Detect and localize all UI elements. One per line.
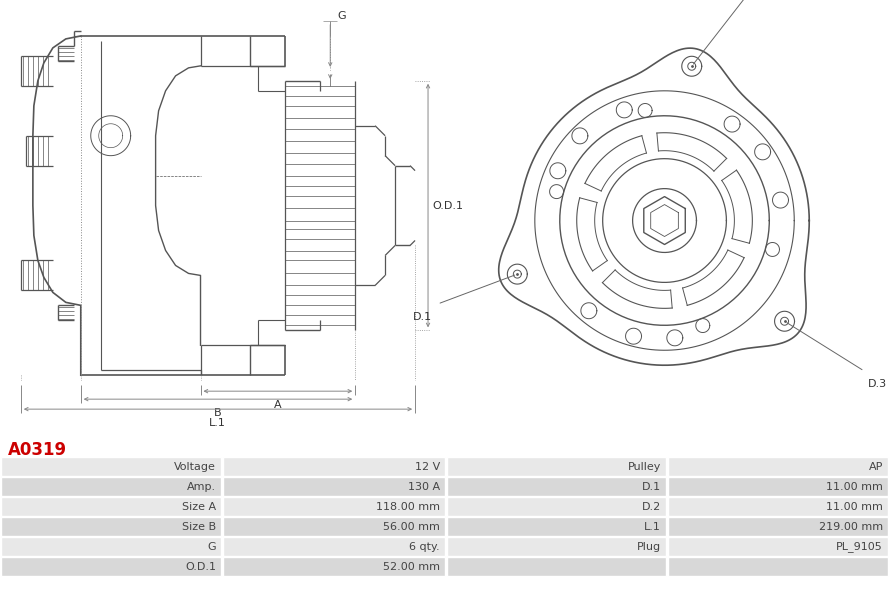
Text: 130 A: 130 A xyxy=(408,482,440,492)
FancyBboxPatch shape xyxy=(1,497,221,516)
Text: D.1: D.1 xyxy=(642,482,661,492)
Text: L.1: L.1 xyxy=(645,522,661,532)
FancyBboxPatch shape xyxy=(223,557,445,576)
FancyBboxPatch shape xyxy=(668,537,888,556)
FancyBboxPatch shape xyxy=(668,477,888,496)
Text: D.2: D.2 xyxy=(642,502,661,511)
FancyBboxPatch shape xyxy=(1,537,221,556)
Text: 118.00 mm: 118.00 mm xyxy=(376,502,440,511)
Text: 56.00 mm: 56.00 mm xyxy=(383,522,440,532)
FancyBboxPatch shape xyxy=(668,517,888,536)
FancyBboxPatch shape xyxy=(447,497,666,516)
FancyBboxPatch shape xyxy=(1,457,221,476)
Text: Size A: Size A xyxy=(182,502,216,511)
Text: O.D.1: O.D.1 xyxy=(432,201,463,210)
FancyBboxPatch shape xyxy=(447,477,666,496)
Text: 11.00 mm: 11.00 mm xyxy=(826,502,883,511)
Text: D.3: D.3 xyxy=(869,379,887,389)
FancyBboxPatch shape xyxy=(447,457,666,476)
FancyBboxPatch shape xyxy=(668,497,888,516)
Text: Amp.: Amp. xyxy=(187,482,216,492)
FancyBboxPatch shape xyxy=(447,517,666,536)
Text: 12 V: 12 V xyxy=(415,461,440,471)
Text: L.1: L.1 xyxy=(209,418,226,428)
Text: 6 qty.: 6 qty. xyxy=(409,542,440,551)
FancyBboxPatch shape xyxy=(223,497,445,516)
Text: PL_9105: PL_9105 xyxy=(837,541,883,552)
FancyBboxPatch shape xyxy=(223,477,445,496)
FancyBboxPatch shape xyxy=(1,477,221,496)
Text: O.D.1: O.D.1 xyxy=(185,561,216,572)
Text: Pulley: Pulley xyxy=(628,461,661,471)
FancyBboxPatch shape xyxy=(447,537,666,556)
Text: Size B: Size B xyxy=(182,522,216,532)
FancyBboxPatch shape xyxy=(1,517,221,536)
FancyBboxPatch shape xyxy=(223,517,445,536)
Text: Voltage: Voltage xyxy=(174,461,216,471)
Text: 219.00 mm: 219.00 mm xyxy=(819,522,883,532)
FancyBboxPatch shape xyxy=(223,537,445,556)
Text: A0319: A0319 xyxy=(8,441,68,459)
Text: Plug: Plug xyxy=(637,542,661,551)
Text: B: B xyxy=(213,408,221,418)
Text: G: G xyxy=(207,542,216,551)
FancyBboxPatch shape xyxy=(223,457,445,476)
FancyBboxPatch shape xyxy=(668,457,888,476)
FancyBboxPatch shape xyxy=(447,557,666,576)
Text: AP: AP xyxy=(869,461,883,471)
Text: 52.00 mm: 52.00 mm xyxy=(383,561,440,572)
Text: 11.00 mm: 11.00 mm xyxy=(826,482,883,492)
Text: D.1: D.1 xyxy=(412,312,432,322)
FancyBboxPatch shape xyxy=(1,557,221,576)
FancyBboxPatch shape xyxy=(668,557,888,576)
Text: G: G xyxy=(337,11,346,21)
Text: A: A xyxy=(274,400,281,410)
